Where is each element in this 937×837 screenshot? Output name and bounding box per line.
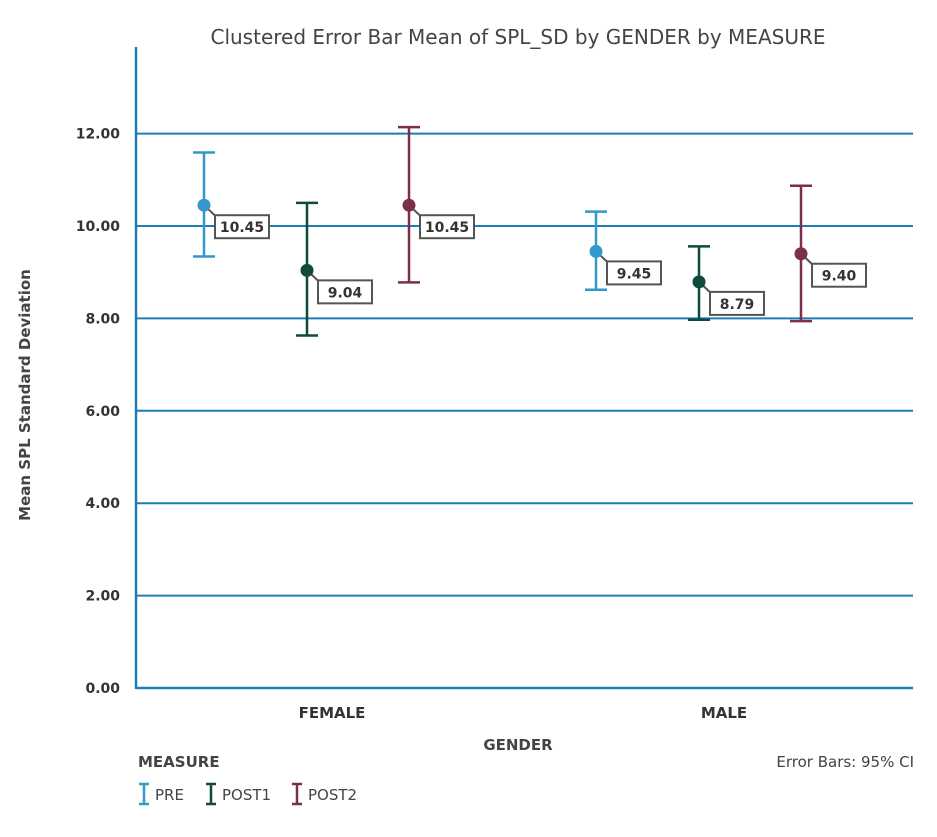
data-label-box xyxy=(214,214,270,240)
data-label: 9.40 xyxy=(822,269,857,285)
y-tick-label: 2.00 xyxy=(85,589,120,605)
mean-point xyxy=(402,198,416,212)
legend: PRE POST1 POST2 xyxy=(139,782,357,806)
data-label: 8.79 xyxy=(720,297,755,313)
data-label-box xyxy=(709,290,765,316)
y-tick-label: 4.00 xyxy=(85,496,120,512)
error-bars-note: Error Bars: 95% CI xyxy=(776,753,914,771)
error-bar-pre: 10.45 xyxy=(193,151,270,258)
legend-label: POST1 xyxy=(222,786,271,804)
error-bar-post1: 8.79 xyxy=(688,245,765,322)
legend-item-post1: POST1 xyxy=(206,782,271,806)
mean-point xyxy=(794,247,808,261)
data-label: 10.45 xyxy=(220,220,264,236)
data-label: 10.45 xyxy=(425,220,469,236)
data-label-box xyxy=(606,260,662,286)
mean-point xyxy=(197,198,211,212)
y-axis: 0.00 2.00 4.00 6.00 8.00 10.00 12.00 xyxy=(76,47,138,697)
plot-area: 10.45 9.45 9.04 8.79 10.45 9.40 xyxy=(193,125,867,337)
error-bar-pre: 9.45 xyxy=(585,210,662,292)
legend-item-post2: POST2 xyxy=(292,782,357,806)
y-tick-label: 12.00 xyxy=(76,127,121,143)
x-tick-label: MALE xyxy=(701,704,747,722)
data-label-box xyxy=(419,214,475,240)
mean-point xyxy=(692,275,706,289)
chart-title: Clustered Error Bar Mean of SPL_SD by GE… xyxy=(210,25,825,49)
x-axis-label: GENDER xyxy=(483,736,553,754)
y-tick-label: 6.00 xyxy=(85,404,120,420)
data-label-box xyxy=(317,279,373,305)
y-tick-label: 10.00 xyxy=(76,219,121,235)
legend-label: PRE xyxy=(155,786,184,804)
x-tick-label: FEMALE xyxy=(299,704,366,722)
y-axis-label: Mean SPL Standard Deviation xyxy=(16,269,34,521)
y-tick-label: 0.00 xyxy=(85,681,120,697)
legend-label: POST2 xyxy=(308,786,357,804)
error-bar-post2: 10.45 xyxy=(398,125,475,284)
data-label-box xyxy=(811,262,867,288)
legend-title: MEASURE xyxy=(138,753,220,771)
error-bar-post2: 9.40 xyxy=(790,184,867,323)
mean-point xyxy=(589,244,603,258)
data-label: 9.04 xyxy=(328,285,363,301)
y-tick-label: 8.00 xyxy=(85,311,120,327)
mean-point xyxy=(300,263,314,277)
data-label: 9.45 xyxy=(617,266,652,282)
error-bar-post1: 9.04 xyxy=(296,201,373,337)
legend-item-pre: PRE xyxy=(139,782,184,806)
x-axis: FEMALE MALE xyxy=(136,686,913,722)
